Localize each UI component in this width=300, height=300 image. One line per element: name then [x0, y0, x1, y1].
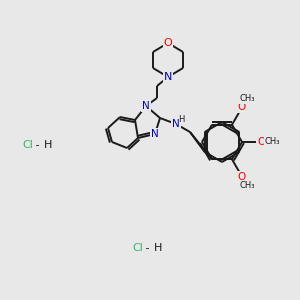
- Text: CH₃: CH₃: [239, 181, 255, 190]
- Text: -: -: [32, 140, 43, 150]
- Text: Cl: Cl: [22, 140, 33, 150]
- Text: O: O: [238, 102, 246, 112]
- Text: CH₃: CH₃: [264, 137, 280, 146]
- Text: CH₃: CH₃: [239, 94, 255, 103]
- Text: H: H: [178, 116, 184, 124]
- Text: Cl: Cl: [133, 243, 143, 253]
- Text: O: O: [258, 137, 266, 147]
- Text: N: N: [164, 72, 172, 82]
- Text: H: H: [154, 243, 162, 253]
- Text: H: H: [44, 140, 52, 150]
- Text: O: O: [164, 38, 172, 48]
- Text: O: O: [238, 172, 246, 182]
- Text: N: N: [142, 101, 150, 111]
- Text: N: N: [172, 119, 180, 129]
- Text: -: -: [142, 243, 152, 253]
- Text: N: N: [151, 129, 159, 139]
